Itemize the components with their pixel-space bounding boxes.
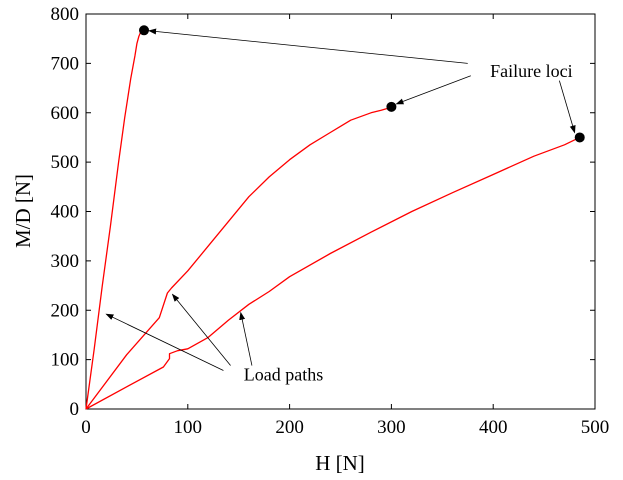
y-tick-label-6: 600 — [51, 103, 80, 124]
y-tick-label-7: 700 — [51, 53, 80, 74]
failure-point-1 — [139, 25, 150, 36]
x-tick-label-5: 500 — [581, 417, 610, 438]
x-tick-label-3: 300 — [377, 417, 406, 438]
y-tick-label-0: 0 — [70, 399, 80, 420]
failure-point-3 — [574, 132, 585, 143]
annotation-arrow-2-3 — [239, 311, 253, 366]
annotation-label-1: Failure loci — [490, 61, 572, 81]
x-tick-label-0: 0 — [81, 417, 91, 438]
annotation-arrow-2-1 — [105, 313, 224, 371]
annotation-arrow-1-3 — [558, 80, 576, 134]
y-tick-label-3: 300 — [51, 251, 80, 272]
load-path-3 — [85, 136, 580, 410]
y-tick-label-4: 400 — [51, 202, 80, 223]
annotation-arrow-1-2 — [395, 75, 471, 105]
annotation-arrow-1-1 — [148, 28, 468, 64]
annotation-arrow-2-2 — [171, 293, 231, 366]
y-tick-label-8: 800 — [51, 4, 80, 25]
failure-point-2 — [386, 101, 397, 112]
y-axis-label: M/D [N] — [11, 174, 35, 248]
y-tick-label-5: 500 — [51, 152, 80, 173]
x-axis-label: H [N] — [315, 451, 365, 475]
x-tick-label-2: 200 — [275, 417, 304, 438]
x-tick-label-1: 100 — [174, 417, 203, 438]
failure-points-layer — [139, 25, 585, 143]
plot-area — [85, 13, 596, 410]
annotation-label-2: Load paths — [244, 364, 323, 384]
x-tick-label-4: 400 — [479, 417, 508, 438]
annotation-layer: Failure loci Load paths — [105, 28, 576, 384]
y-tick-label-1: 100 — [51, 350, 80, 371]
y-tick-label-2: 200 — [51, 300, 80, 321]
load-path-2 — [85, 106, 392, 410]
axis-ticks: 0 100 200 300 400 500 0 100 200 300 400 500 600 700 80… — [51, 4, 610, 438]
